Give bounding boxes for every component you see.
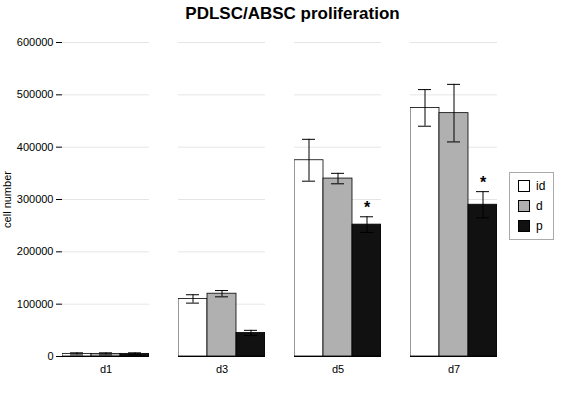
svg-text:*: * [480,174,487,191]
svg-text:d1: d1 [100,363,112,375]
svg-text:0: 0 [47,350,53,362]
svg-text:200000: 200000 [17,245,54,257]
svg-text:d7: d7 [448,363,460,375]
svg-text:100000: 100000 [17,298,54,310]
html-text:d: d [536,199,543,213]
svg-text:300000: 300000 [17,193,54,205]
svg-text:400000: 400000 [17,141,54,153]
svg-text:*: * [364,199,371,216]
svg-text:cell number: cell number [1,171,13,228]
svg-text:d3: d3 [216,363,228,375]
svg-text:500000: 500000 [17,88,54,100]
html-text:id: id [536,179,546,193]
svg-text:600000: 600000 [17,36,54,48]
html-text:PDLSC/ABSC proliferation: PDLSC/ABSC proliferation [185,4,400,23]
html-text:p: p [536,219,543,233]
svg-text:d5: d5 [332,363,344,375]
